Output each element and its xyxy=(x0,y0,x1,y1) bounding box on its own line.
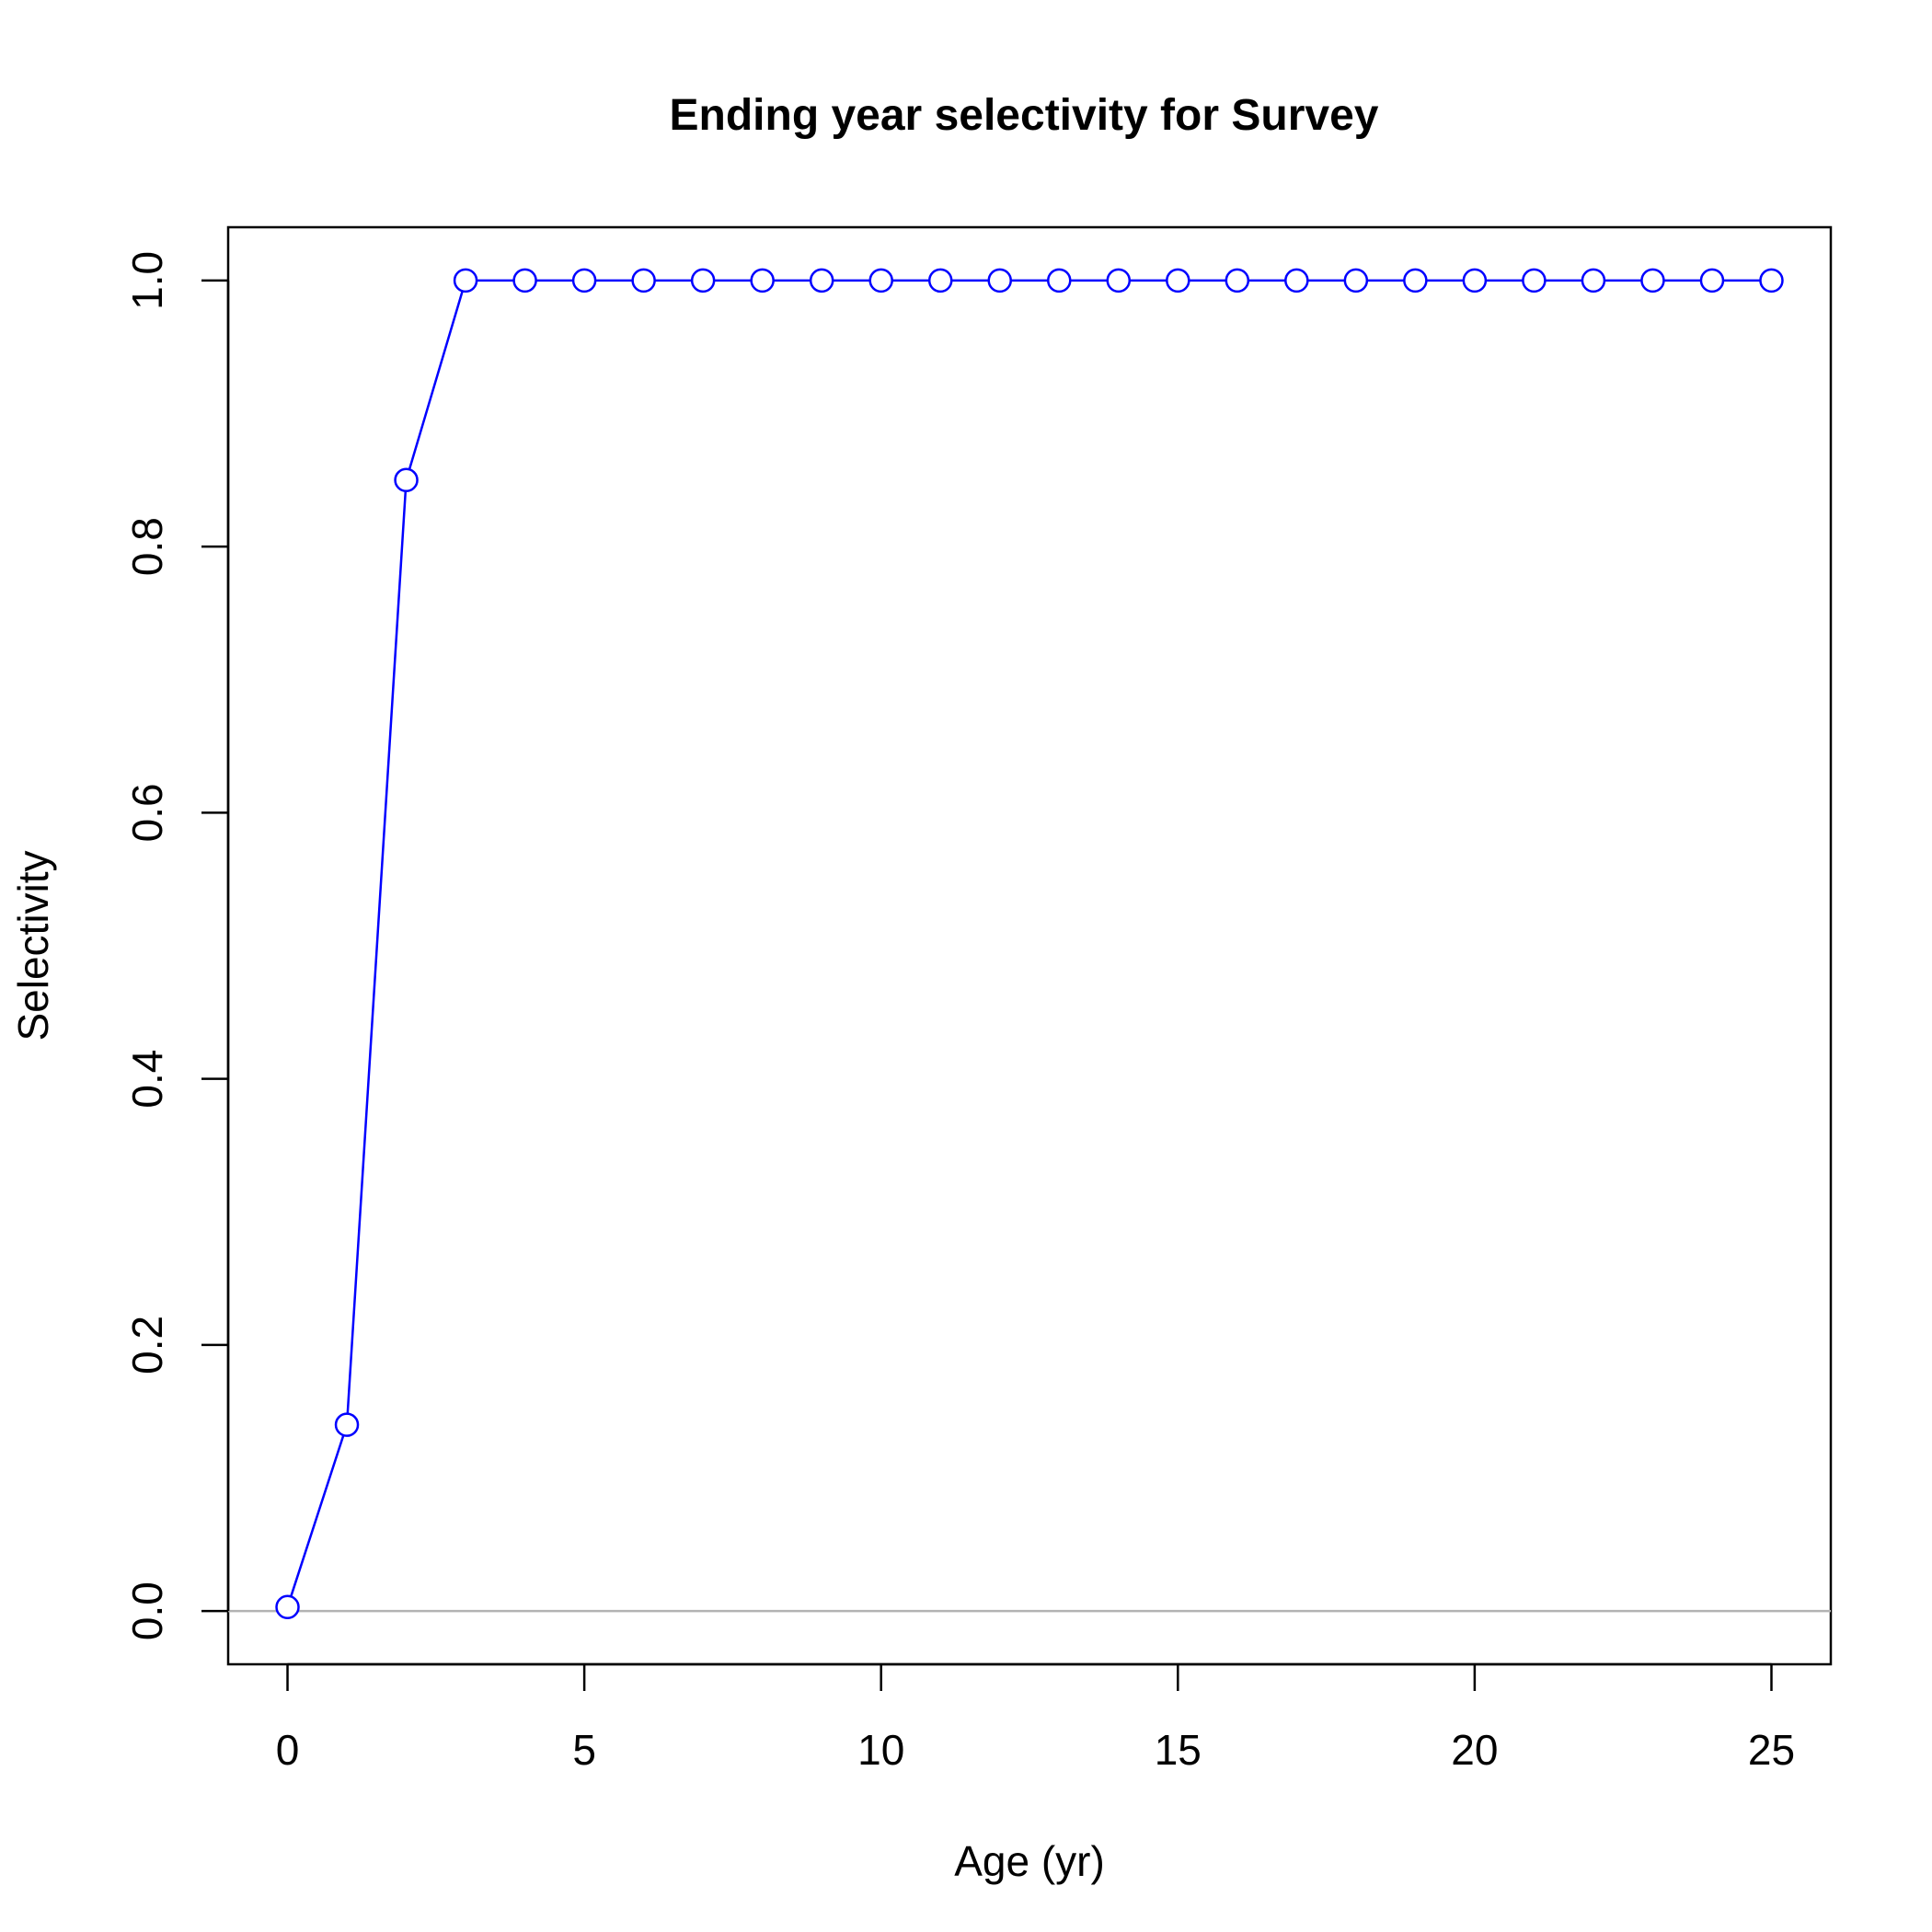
data-point xyxy=(1522,268,1547,293)
x-tick-label: 15 xyxy=(1155,1726,1202,1774)
data-point xyxy=(750,268,775,293)
y-tick-label: 0.2 xyxy=(123,1316,171,1374)
y-tick-label: 0.4 xyxy=(123,1050,171,1109)
x-tick-label: 20 xyxy=(1451,1726,1498,1774)
y-axis-label: Selectivity xyxy=(9,850,57,1041)
data-point xyxy=(809,268,834,293)
data-point xyxy=(1581,268,1606,293)
data-point xyxy=(394,467,419,493)
data-point xyxy=(1284,268,1309,293)
chart-title: Ending year selectivity for Survey xyxy=(670,91,1379,140)
data-point xyxy=(927,268,953,293)
data-point xyxy=(1462,268,1488,293)
data-point xyxy=(1640,268,1665,293)
x-tick-label: 5 xyxy=(572,1726,596,1774)
x-tick-label: 0 xyxy=(276,1726,300,1774)
data-point xyxy=(868,268,893,293)
data-point xyxy=(1106,268,1132,293)
data-point xyxy=(1759,268,1784,293)
data-point xyxy=(1403,268,1428,293)
x-axis-label: Age (yr) xyxy=(954,1837,1105,1885)
plot-frame xyxy=(226,225,1833,1666)
data-point xyxy=(334,1412,360,1437)
x-tick-label: 10 xyxy=(857,1726,904,1774)
data-point xyxy=(631,268,656,293)
y-tick-label: 1.0 xyxy=(123,251,171,310)
y-tick-label: 0.0 xyxy=(123,1581,171,1640)
data-point xyxy=(1225,268,1250,293)
data-point xyxy=(1699,268,1725,293)
data-point xyxy=(512,268,537,293)
y-tick-label: 0.6 xyxy=(123,783,171,842)
x-tick-label: 25 xyxy=(1748,1726,1795,1774)
data-point xyxy=(987,268,1012,293)
data-point xyxy=(1343,268,1369,293)
y-tick-label: 0.8 xyxy=(123,517,171,576)
data-point xyxy=(1047,268,1072,293)
data-point xyxy=(571,268,597,293)
selectivity-line xyxy=(286,279,1772,1608)
data-point xyxy=(453,268,478,293)
data-point xyxy=(1166,268,1190,293)
data-point xyxy=(275,1594,300,1620)
data-point xyxy=(690,268,716,293)
